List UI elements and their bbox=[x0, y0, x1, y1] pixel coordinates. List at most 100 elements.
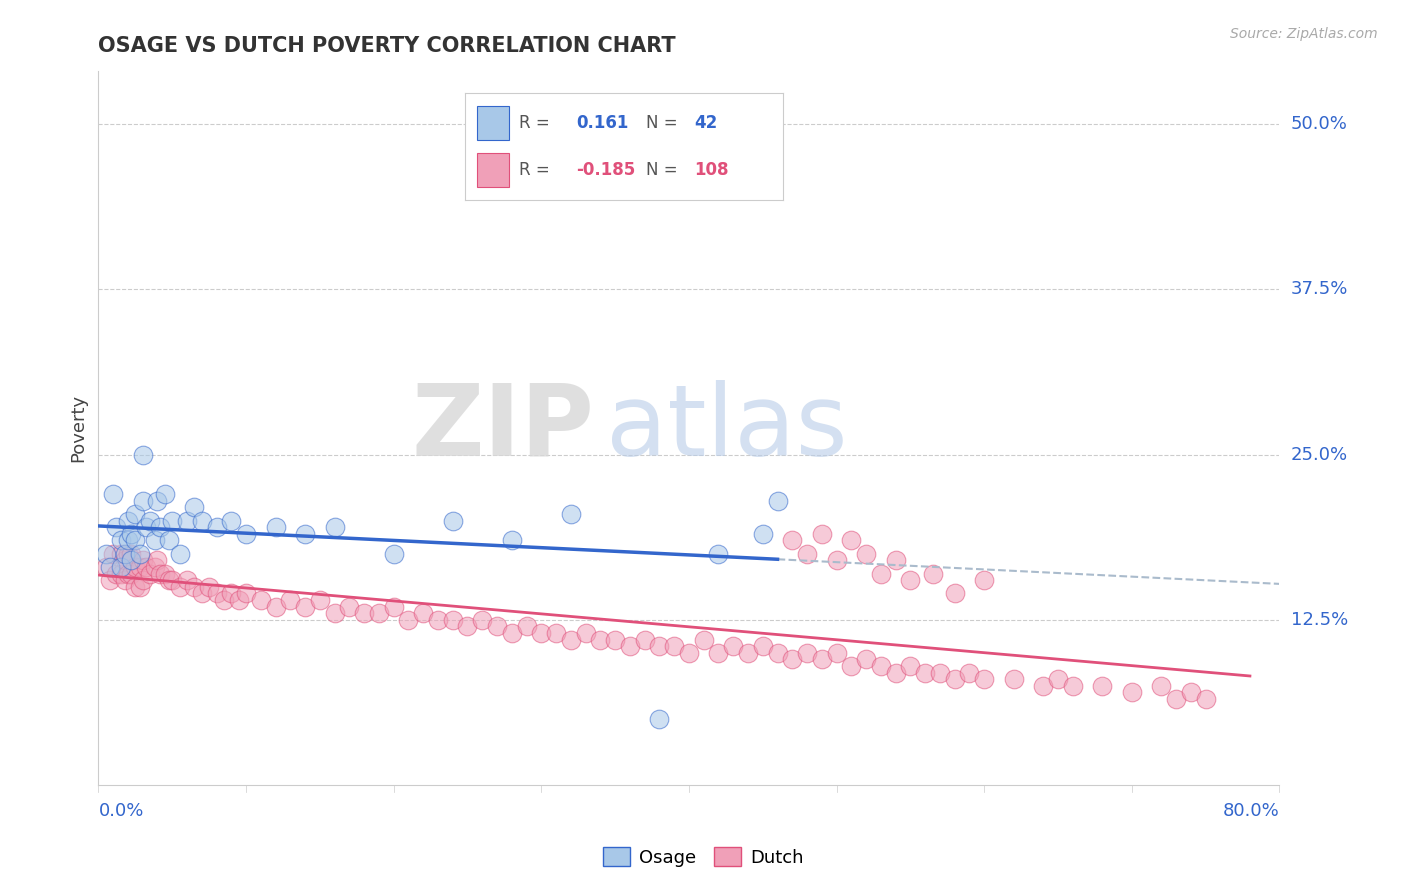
Point bbox=[294, 527, 316, 541]
Point bbox=[235, 527, 257, 541]
Point bbox=[169, 580, 191, 594]
Point bbox=[105, 520, 128, 534]
Point bbox=[382, 599, 405, 614]
Text: -0.185: -0.185 bbox=[576, 161, 636, 178]
Point bbox=[501, 626, 523, 640]
Point bbox=[323, 606, 346, 620]
Point bbox=[810, 527, 832, 541]
Point bbox=[678, 646, 700, 660]
Point bbox=[839, 659, 862, 673]
Point bbox=[309, 593, 332, 607]
Point bbox=[648, 639, 671, 653]
Point bbox=[973, 573, 995, 587]
Point bbox=[959, 665, 981, 680]
Text: N =: N = bbox=[647, 114, 678, 132]
Point bbox=[103, 487, 125, 501]
Point bbox=[441, 613, 464, 627]
Text: 12.5%: 12.5% bbox=[1291, 611, 1348, 629]
Point bbox=[353, 606, 375, 620]
Point bbox=[943, 586, 966, 600]
Point bbox=[191, 514, 214, 528]
Point bbox=[323, 520, 346, 534]
Point bbox=[796, 646, 818, 660]
Point bbox=[176, 573, 198, 587]
Point bbox=[176, 514, 198, 528]
Point bbox=[943, 672, 966, 686]
Point bbox=[973, 672, 995, 686]
Point bbox=[737, 646, 759, 660]
Point bbox=[132, 573, 155, 587]
Point bbox=[264, 520, 287, 534]
Point bbox=[884, 553, 907, 567]
Point bbox=[1046, 672, 1069, 686]
Point bbox=[235, 586, 257, 600]
Point bbox=[855, 652, 877, 666]
Point bbox=[120, 566, 142, 581]
Point bbox=[1062, 679, 1084, 693]
Point bbox=[228, 593, 250, 607]
Point bbox=[560, 507, 582, 521]
Point bbox=[132, 448, 155, 462]
Point bbox=[191, 586, 214, 600]
Point bbox=[839, 533, 862, 548]
Text: 50.0%: 50.0% bbox=[1291, 115, 1347, 133]
Point bbox=[501, 533, 523, 548]
Point bbox=[146, 553, 169, 567]
Text: ZIP: ZIP bbox=[412, 380, 595, 476]
Point bbox=[1032, 679, 1054, 693]
Point bbox=[382, 547, 405, 561]
Point bbox=[157, 533, 180, 548]
Point bbox=[648, 712, 671, 726]
Legend: Osage, Dutch: Osage, Dutch bbox=[595, 840, 811, 874]
Text: 42: 42 bbox=[695, 114, 717, 132]
Point bbox=[928, 665, 950, 680]
Point bbox=[560, 632, 582, 647]
Point bbox=[921, 566, 943, 581]
Text: 37.5%: 37.5% bbox=[1291, 280, 1348, 299]
Point bbox=[110, 547, 132, 561]
Point bbox=[198, 580, 221, 594]
Point bbox=[1195, 692, 1218, 706]
Point bbox=[162, 573, 183, 587]
Text: 0.161: 0.161 bbox=[576, 114, 628, 132]
Point bbox=[114, 573, 136, 587]
Point bbox=[721, 639, 744, 653]
Point bbox=[1150, 679, 1173, 693]
Point bbox=[110, 533, 132, 548]
Point bbox=[751, 639, 773, 653]
Point bbox=[486, 619, 509, 633]
Point bbox=[110, 566, 132, 581]
Point bbox=[219, 514, 242, 528]
Point bbox=[149, 520, 172, 534]
Point bbox=[120, 553, 142, 567]
Text: Source: ZipAtlas.com: Source: ZipAtlas.com bbox=[1230, 27, 1378, 41]
Point bbox=[782, 533, 804, 548]
Point bbox=[1091, 679, 1114, 693]
Point bbox=[132, 493, 155, 508]
Point bbox=[412, 606, 434, 620]
Point bbox=[94, 547, 117, 561]
Text: R =: R = bbox=[519, 114, 550, 132]
Text: atlas: atlas bbox=[606, 380, 848, 476]
Point bbox=[124, 533, 146, 548]
Point bbox=[869, 659, 891, 673]
Point bbox=[117, 514, 139, 528]
Point bbox=[114, 547, 136, 561]
Point bbox=[183, 500, 205, 515]
Point bbox=[456, 619, 478, 633]
Point bbox=[205, 520, 228, 534]
Point bbox=[1121, 685, 1143, 699]
Point bbox=[124, 507, 146, 521]
Point bbox=[810, 652, 832, 666]
Point bbox=[212, 593, 235, 607]
Point bbox=[471, 613, 494, 627]
Point bbox=[589, 632, 612, 647]
Point bbox=[766, 646, 789, 660]
Bar bbox=[477, 105, 509, 140]
Point bbox=[149, 566, 172, 581]
Point bbox=[153, 566, 176, 581]
Point bbox=[633, 632, 655, 647]
Point bbox=[914, 665, 936, 680]
Point bbox=[900, 659, 922, 673]
Point bbox=[1164, 692, 1187, 706]
